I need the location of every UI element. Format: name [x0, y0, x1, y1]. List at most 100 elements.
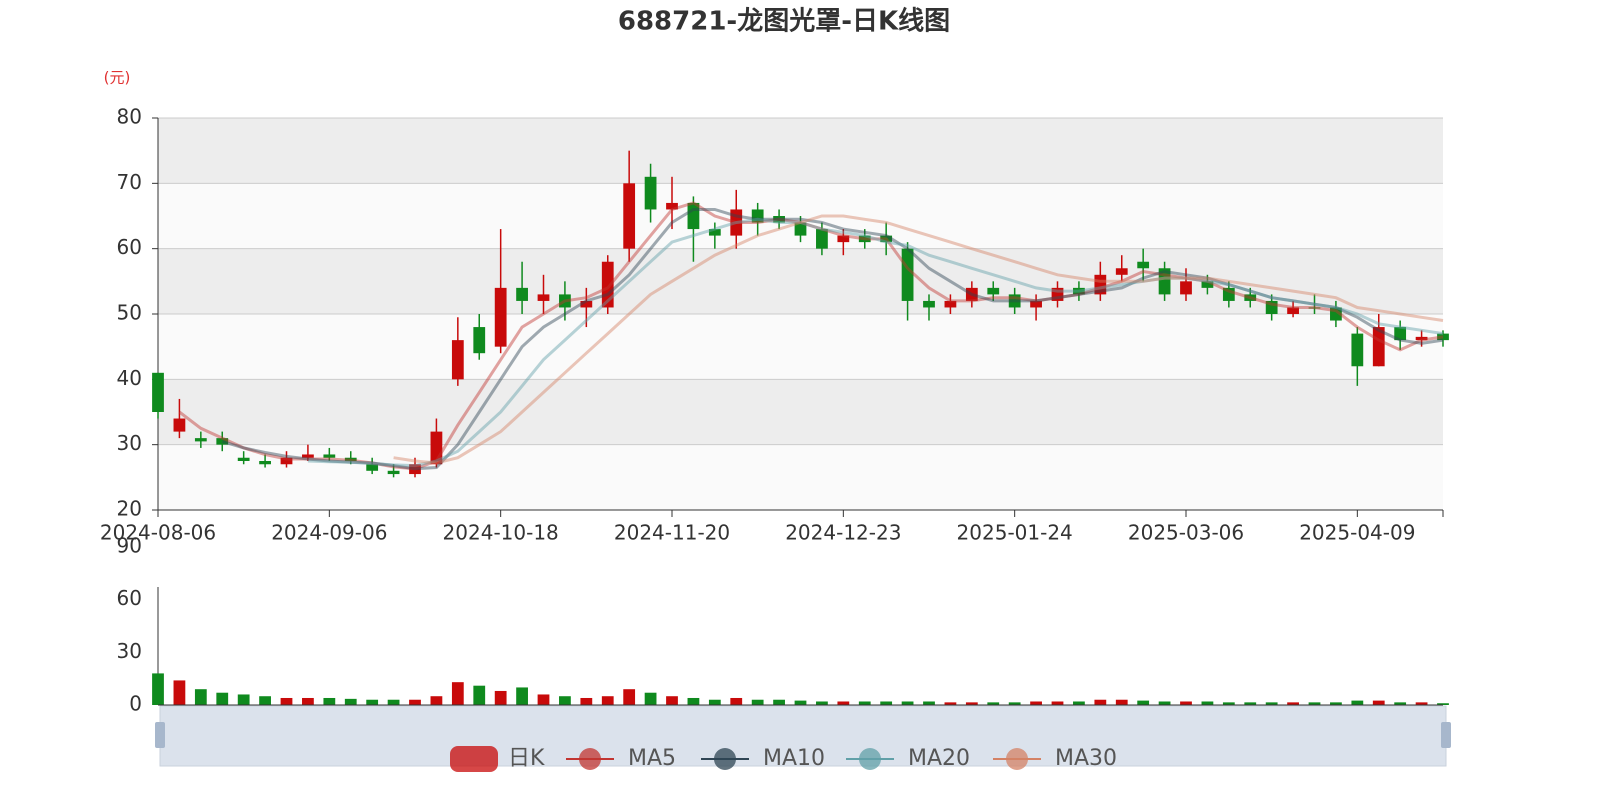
candle-body	[494, 287, 507, 347]
candle-body	[923, 300, 935, 308]
candle-body	[580, 300, 593, 308]
volume-bar	[1394, 702, 1407, 705]
candle-body	[1051, 287, 1064, 301]
volume-bar	[280, 697, 293, 705]
legend-label[interactable]: MA10	[763, 746, 825, 771]
ma-line	[393, 214, 1444, 465]
volume-bar	[152, 673, 164, 705]
candle-body	[1308, 307, 1321, 309]
grid-band	[158, 118, 1443, 184]
candle-body	[1222, 287, 1235, 301]
candle-body	[152, 372, 164, 412]
volume-bar	[1372, 700, 1385, 705]
ma-line	[178, 201, 1444, 471]
volume-bar	[1030, 701, 1042, 705]
candle-body	[1330, 307, 1342, 321]
legend-label[interactable]: MA5	[628, 746, 676, 771]
volume-bar	[901, 701, 914, 705]
volume-bar	[1415, 702, 1428, 705]
ma-line	[221, 208, 1444, 471]
candle-body	[1437, 333, 1449, 341]
candle-body	[1372, 327, 1385, 367]
volume-bar	[751, 699, 764, 705]
candle-body	[237, 457, 250, 461]
volume-bar	[1437, 703, 1449, 705]
candle-body	[880, 235, 893, 243]
zoom-slider[interactable]	[159, 705, 1447, 767]
x-tick-label: 2024-11-20	[614, 521, 730, 545]
volume-bar	[580, 697, 593, 705]
y-tick-label: 80	[117, 105, 142, 129]
candle-body	[1265, 300, 1278, 314]
volume-bar	[1265, 702, 1278, 705]
y-tick-label: 90	[117, 534, 142, 558]
candle-body	[280, 457, 293, 465]
chart-title: 688721-龙图光罩-日K线图	[618, 7, 950, 37]
candle-body	[644, 176, 657, 210]
volume-bar	[173, 680, 186, 705]
legend-label[interactable]: MA30	[1055, 746, 1117, 771]
volume-bar	[944, 702, 957, 705]
volume-bar	[1008, 702, 1021, 705]
candle-body	[216, 438, 229, 445]
volume-bar	[601, 696, 614, 705]
volume-bar	[1201, 701, 1214, 705]
candle-body	[194, 438, 207, 442]
volume-bar	[644, 692, 657, 705]
zoom-handle[interactable]	[1441, 722, 1451, 748]
candle-body	[1415, 336, 1428, 341]
volume-bar	[1115, 699, 1128, 705]
volume-bar	[344, 698, 357, 705]
legend-label[interactable]: MA20	[908, 746, 970, 771]
candle-body	[1094, 274, 1107, 295]
volume-bar	[1222, 702, 1235, 705]
volume-bar	[537, 694, 550, 705]
candle-body	[1244, 294, 1257, 301]
y-tick-label: 40	[117, 366, 142, 390]
volume-bar	[1158, 701, 1171, 705]
volume-bar	[559, 696, 571, 705]
volume-bar	[216, 692, 229, 705]
volume-bar	[409, 699, 421, 705]
x-tick-label: 2025-01-24	[957, 521, 1073, 545]
candle-body	[751, 209, 764, 223]
grid-band	[158, 379, 1443, 445]
candle-body	[516, 287, 528, 301]
volume-bar	[816, 701, 828, 705]
volume-bar	[451, 682, 464, 705]
x-tick-label: 2025-03-06	[1128, 521, 1244, 545]
legend-icon	[714, 748, 736, 770]
candle-body	[1158, 268, 1171, 295]
y-unit: (元)	[104, 69, 131, 87]
volume-bar	[773, 699, 785, 705]
volume-bar	[302, 697, 314, 705]
candle-body	[1008, 294, 1021, 308]
volume-bar	[837, 701, 850, 705]
volume-bar	[1051, 701, 1064, 705]
candle-body	[601, 261, 614, 308]
candle-body	[430, 431, 443, 465]
y-tick-label: 30	[117, 639, 142, 663]
legend-icon	[859, 748, 881, 770]
volume-bar	[323, 697, 336, 705]
volume-bar	[858, 701, 871, 705]
volume-bar	[237, 694, 250, 705]
legend-label[interactable]: 日K	[508, 746, 545, 771]
zoom-handle[interactable]	[155, 722, 165, 748]
volume-bar	[1094, 699, 1107, 705]
volume-bar	[1351, 700, 1364, 705]
volume-bar	[1244, 702, 1257, 705]
volume-bar	[623, 689, 636, 705]
legend-icon[interactable]	[450, 746, 498, 772]
y-tick-label: 70	[117, 170, 142, 194]
legend-icon	[579, 748, 601, 770]
y-tick-label: 20	[117, 497, 142, 521]
candle-body	[1137, 261, 1150, 269]
volume-bar	[1308, 702, 1321, 705]
y-tick-label: 60	[117, 586, 142, 610]
candle-body	[901, 248, 914, 301]
candle-body	[366, 464, 379, 471]
candle-body	[965, 287, 978, 301]
volume-bar	[666, 696, 678, 705]
legend: 日K MA5 MA10 MA20 MA30	[450, 746, 1117, 772]
